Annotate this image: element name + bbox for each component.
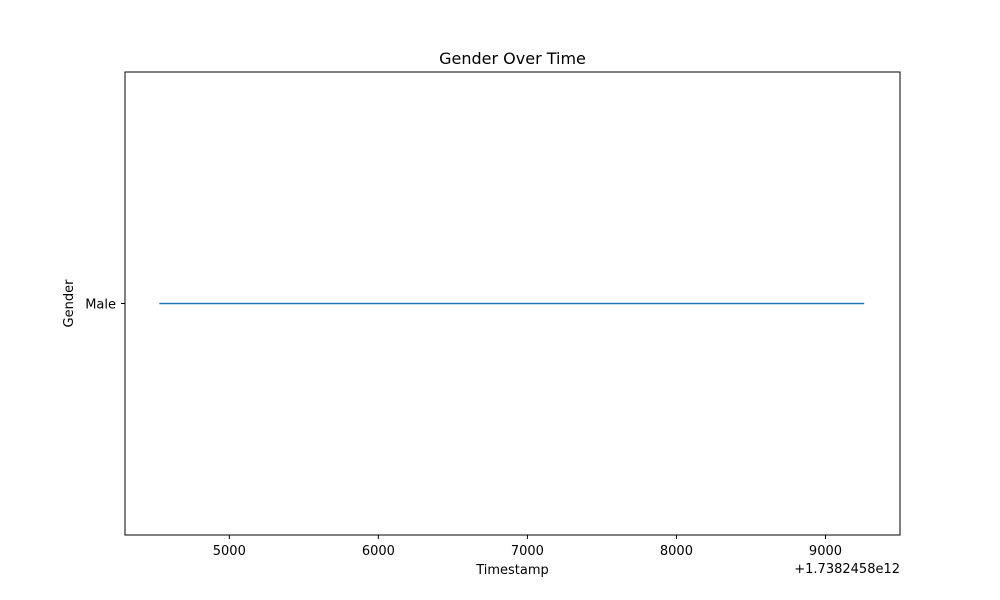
y-axis-label: Gender bbox=[62, 279, 77, 328]
y-axis: Male bbox=[85, 298, 125, 313]
x-axis-offset-label: +1.7382458e12 bbox=[794, 562, 900, 577]
x-tick-label: 7000 bbox=[511, 544, 544, 559]
y-tick-label: Male bbox=[85, 298, 116, 313]
x-axis: 5000 6000 7000 8000 9000 bbox=[213, 535, 842, 559]
x-tick-label: 9000 bbox=[809, 544, 842, 559]
x-tick-label: 8000 bbox=[660, 544, 693, 559]
x-tick-label: 6000 bbox=[362, 544, 395, 559]
x-axis-label: Timestamp bbox=[475, 563, 549, 578]
x-tick-label: 5000 bbox=[213, 544, 246, 559]
chart-title: Gender Over Time bbox=[439, 49, 586, 68]
